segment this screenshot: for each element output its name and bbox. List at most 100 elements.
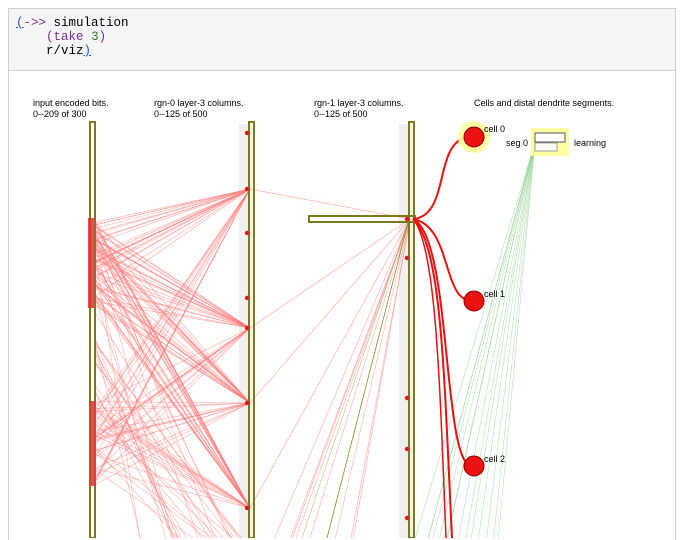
cell0-circle[interactable] <box>463 126 485 148</box>
rgn-link <box>309 218 411 538</box>
synapse-link <box>93 267 251 404</box>
synapse-link <box>93 237 251 329</box>
synapse-link <box>93 276 251 329</box>
rgn1-active-dots <box>404 216 410 521</box>
synapse-link <box>93 277 251 509</box>
rgn1-active-dot <box>404 515 410 521</box>
distal-link <box>414 141 536 538</box>
distal-link <box>486 141 536 538</box>
synapse-link <box>93 229 251 404</box>
synapse-link <box>93 219 251 404</box>
synapse-link <box>93 238 173 538</box>
rgn-link <box>249 218 411 404</box>
links-distal-green <box>414 141 536 538</box>
synapse-link <box>93 405 203 538</box>
paren-take-open: ( <box>46 30 54 44</box>
synapse-link <box>93 453 251 509</box>
viz-svg[interactable]: input encoded bits. 0--209 of 300 rgn-0 … <box>12 76 682 538</box>
viz-canvas[interactable]: input encoded bits. 0--209 of 300 rgn-0 … <box>12 76 682 538</box>
synapse-link <box>93 229 251 329</box>
synapse-link <box>93 360 232 538</box>
num-three: 3 <box>91 30 99 44</box>
links-rgn0-to-rgn1 <box>249 188 411 538</box>
synapse-link <box>93 225 251 329</box>
synapse-link <box>93 188 251 240</box>
synapse-link <box>93 293 251 509</box>
synapse-link <box>93 402 251 442</box>
rgn0-column-bar <box>248 121 255 538</box>
synapse-link <box>93 275 251 404</box>
rgn0-title: rgn-0 layer-3 columns. <box>154 98 244 108</box>
rgn-link <box>274 218 411 538</box>
rgn-link <box>334 218 411 538</box>
code-editor[interactable]: (->> simulation (take 3) r/viz) <box>16 16 129 58</box>
cells-title: Cells and distal dendrite segments. <box>474 98 614 108</box>
synapse-link <box>93 327 251 483</box>
synapse-link <box>93 303 251 404</box>
cell1-circle[interactable] <box>463 290 485 312</box>
synapse-link <box>93 391 188 538</box>
rgn0-active-dot <box>244 230 250 236</box>
synapse-link <box>93 246 140 538</box>
synapse-link <box>93 238 251 509</box>
synapse-link <box>93 400 251 509</box>
olive-link-2 <box>301 218 410 538</box>
synapse-link <box>93 237 251 404</box>
cell3-link <box>412 218 453 538</box>
synapse-link <box>93 285 251 329</box>
cell0-label: cell 0 <box>484 124 505 134</box>
rgn0-active-dot <box>244 325 250 331</box>
synapse-link <box>93 402 251 486</box>
cell1-label: cell 1 <box>484 289 505 299</box>
rgn-link <box>249 218 411 329</box>
distal-link <box>498 141 536 538</box>
input-title: input encoded bits. <box>33 98 109 108</box>
synapse-link <box>93 242 251 509</box>
code-cell[interactable] <box>8 8 676 70</box>
rgn1-active-dot <box>404 255 410 261</box>
synapse-link <box>93 188 251 272</box>
synapse-link <box>93 402 251 412</box>
synapse-link <box>93 447 178 538</box>
rgn1-active-dot <box>404 395 410 401</box>
synapse-link <box>93 188 251 226</box>
synapse-link <box>93 295 251 404</box>
distal-link <box>465 141 536 538</box>
cell1-link <box>412 218 473 302</box>
rgn-link <box>249 188 411 220</box>
fn-take: take <box>53 30 84 44</box>
synapse-link <box>93 188 251 279</box>
segment-status: learning <box>574 138 606 148</box>
close-paren[interactable]: ) <box>83 44 92 58</box>
synapse-link <box>93 422 233 538</box>
distal-link <box>470 141 536 538</box>
synapse-link <box>93 249 251 404</box>
synapse-link <box>93 284 251 404</box>
cell2-circle[interactable] <box>463 455 485 477</box>
synapse-link <box>93 402 251 469</box>
synapse-link <box>93 255 232 538</box>
synapse-link <box>93 271 251 329</box>
code-arg-simulation: simulation <box>53 16 129 30</box>
rgn0-active-dots <box>244 130 250 511</box>
distal-link <box>458 141 536 538</box>
cell4-link <box>412 218 447 538</box>
synapse-link <box>93 384 224 538</box>
rgn1-subtitle: 0--125 of 500 <box>314 109 368 119</box>
rgn0-active-dot <box>244 295 250 301</box>
segment-label: seg 0 <box>506 138 528 148</box>
open-paren[interactable]: ( <box>16 16 24 30</box>
rgn-link <box>249 218 411 509</box>
rgn1-title: rgn-1 layer-3 columns. <box>314 98 404 108</box>
synapse-link <box>93 261 251 509</box>
synapse-link <box>93 409 251 509</box>
input-active-block-1 <box>88 218 94 308</box>
rgn-link <box>291 218 411 538</box>
synapse-link <box>93 188 251 256</box>
distal-link <box>427 141 536 538</box>
segment-box[interactable] <box>534 132 566 143</box>
rgn0-active-dot <box>244 505 250 511</box>
rgn0-active-dot <box>244 400 250 406</box>
synapse-link <box>93 188 251 223</box>
rgn0-active-dot <box>244 130 250 136</box>
